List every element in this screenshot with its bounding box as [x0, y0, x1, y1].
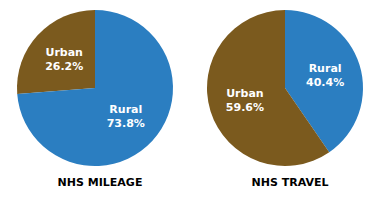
- svg-text:40.4%: 40.4%: [306, 76, 344, 89]
- svg-text:Rural: Rural: [309, 62, 342, 75]
- svg-text:26.2%: 26.2%: [45, 60, 83, 73]
- svg-text:NHS MILEAGE: NHS MILEAGE: [58, 176, 143, 189]
- svg-text:59.6%: 59.6%: [226, 101, 264, 114]
- svg-text:Urban: Urban: [45, 46, 83, 59]
- svg-text:Rural: Rural: [109, 103, 142, 116]
- svg-text:Urban: Urban: [226, 87, 263, 100]
- svg-text:NHS TRAVEL: NHS TRAVEL: [252, 176, 329, 189]
- svg-text:73.8%: 73.8%: [107, 117, 145, 130]
